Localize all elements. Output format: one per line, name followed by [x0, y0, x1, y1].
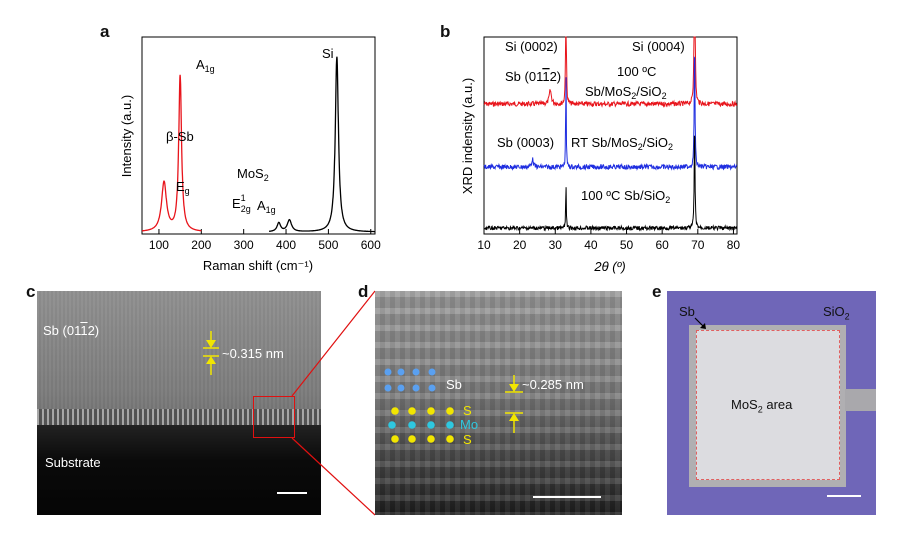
- a1g-mos2-label: A1g: [257, 198, 276, 215]
- xrd-y-label: XRD indensity (a.u.): [460, 78, 475, 194]
- s-bottom-label: S: [463, 432, 472, 447]
- panel-e-letter: e: [652, 282, 662, 301]
- raman-x-tick-label: 500: [318, 238, 338, 252]
- scale-bar-d: [533, 496, 601, 498]
- red-sample-label: Sb/MoS2/SiO2: [585, 84, 667, 101]
- atom-markers: [384, 368, 523, 443]
- s-top-label: S: [463, 403, 472, 418]
- xrd-x-tick-label: 50: [620, 238, 634, 252]
- xrd-x-tick-label: 40: [584, 238, 598, 252]
- mo-label: Mo: [460, 417, 479, 432]
- mos2-area-label: MoS2 area: [731, 397, 793, 415]
- optical-image-e: Sb SiO2 MoS2 area: [667, 291, 876, 515]
- mos2-area: [696, 330, 840, 480]
- xrd-100c-sb-mos2-line: [483, 36, 738, 108]
- panel-a-letter: a: [100, 22, 110, 41]
- e2g-label: E1 2g: [232, 193, 251, 214]
- beta-sb-label: β-Sb: [166, 129, 194, 144]
- sb0003-label: Sb (0003): [497, 135, 554, 150]
- sb-atom-label: Sb: [446, 377, 462, 392]
- sb0112-label: Sb (0112): [505, 69, 561, 84]
- panel-c-letter: c: [26, 282, 36, 301]
- substrate-region: [37, 425, 321, 515]
- raman-x-label: Raman shift (cm⁻¹): [203, 258, 313, 273]
- raman-x-tick-label: 600: [361, 238, 381, 252]
- temp-100c-label: 100 ºC: [617, 64, 656, 79]
- sb-orientation-label: Sb (0112): [43, 323, 100, 338]
- zoom-box: [253, 396, 295, 438]
- si-raman-label: Si: [322, 46, 334, 61]
- spacing-label-c: ~0.315 nm: [222, 346, 284, 361]
- scale-bar-e: [827, 495, 861, 497]
- panel-d-letter: d: [358, 282, 369, 301]
- xrd-x-tick-label: 80: [727, 238, 741, 252]
- xrd-x-tick-label: 30: [549, 238, 563, 252]
- sio2-label: SiO2: [823, 304, 850, 322]
- sb-contact-tab: [845, 389, 876, 411]
- interface-band: [37, 409, 321, 425]
- xrd-x-label: 2θ (º): [593, 259, 625, 274]
- xrd-x-tick-label: 70: [691, 238, 705, 252]
- tem-image-c: Sb (0112) ~0.315 nm Substrate: [37, 291, 321, 515]
- xrd-x-tick-label: 60: [655, 238, 669, 252]
- blue-sample-label: RT Sb/MoS2/SiO2: [571, 135, 673, 152]
- tem-image-d: Sb S Mo S ~0.285 nm: [375, 291, 622, 515]
- si0004-label: Si (0004): [632, 39, 685, 54]
- sb-film-label: Sb: [679, 304, 695, 319]
- mos2-label: MoS2: [237, 166, 269, 183]
- xrd-rt-sb-mos2-line: [483, 55, 738, 171]
- eg-label: Eg: [176, 179, 190, 196]
- xrd-plot-frame: [483, 36, 738, 235]
- scale-bar-c: [277, 492, 307, 494]
- spacing-arrows-c: [203, 331, 219, 375]
- a1g-label: A1g: [196, 57, 215, 74]
- panel-b-letter: b: [440, 22, 451, 41]
- xrd-x-tick-label: 20: [513, 238, 527, 252]
- xrd-x-tick-label: 10: [477, 238, 491, 252]
- raman-x-tick-label: 200: [191, 238, 211, 252]
- sb-pointer-arrow: [694, 317, 706, 329]
- raman-x-tick-label: 100: [149, 238, 169, 252]
- si0002-label: Si (0002): [505, 39, 558, 54]
- substrate-label: Substrate: [45, 455, 101, 470]
- raman-sb-line: [142, 74, 202, 232]
- black-sample-label: 100 ºC Sb/SiO2: [581, 188, 670, 205]
- raman-plot-frame: [141, 36, 376, 235]
- spacing-label-d: ~0.285 nm: [522, 377, 584, 392]
- raman-x-tick-label: 300: [234, 238, 254, 252]
- raman-x-tick-label: 400: [276, 238, 296, 252]
- raman-y-label: Intensity (a.u.): [119, 95, 134, 177]
- raman-substrate-line: [269, 56, 375, 233]
- xrd-100c-sb-sio2-line: [483, 135, 738, 232]
